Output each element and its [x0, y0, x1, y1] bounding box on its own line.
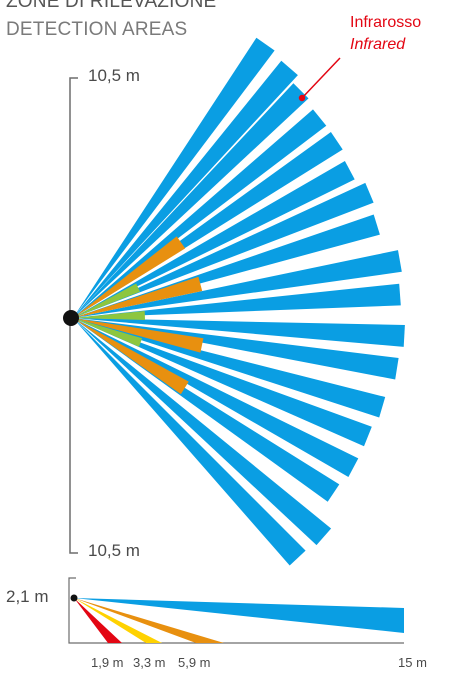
range-bottom-label: 10,5 m — [88, 541, 140, 560]
sensor-dot — [63, 310, 79, 326]
plan-view — [63, 37, 405, 566]
beam-long-range — [73, 318, 386, 418]
range-top-label: 10,5 m — [88, 66, 140, 85]
side-sensor-dot — [70, 594, 78, 602]
legend-pointer — [301, 57, 341, 99]
beam-long-range — [73, 283, 401, 318]
side-beam-15m — [74, 598, 404, 633]
beam-long-range — [73, 318, 372, 447]
beam-mid-range — [73, 276, 203, 318]
beam-long-range — [73, 250, 402, 318]
tick-15m: 15 m — [398, 655, 427, 670]
legend-label-english: Infrared — [350, 36, 406, 53]
beam-short-range — [73, 283, 140, 318]
beam-mid-range — [73, 318, 204, 353]
beam-long-range — [73, 214, 380, 318]
beam-group — [73, 37, 405, 566]
beam-long-range — [73, 182, 374, 318]
beam-long-range — [73, 318, 306, 566]
beam-long-range — [73, 60, 298, 319]
beam-mid-range — [73, 236, 186, 318]
beam-long-range — [73, 37, 275, 318]
beam-short-range — [73, 318, 143, 347]
height-label: 2,1 m — [6, 587, 49, 606]
beam-long-range — [73, 161, 355, 318]
side-beam-5-9m — [74, 598, 224, 643]
side-view — [68, 577, 404, 644]
title-italian: ZONE DI RILEVAZIONE — [6, 0, 217, 12]
side-beam-3-3m — [74, 598, 162, 643]
legend-pointer-dot — [298, 94, 306, 102]
beam-long-range — [73, 318, 332, 546]
beam-long-range — [73, 83, 309, 318]
beam-long-range — [73, 318, 405, 347]
tick-3-3m: 3,3 m — [133, 655, 166, 670]
legend-label-italian: Infrarosso — [350, 14, 422, 31]
tick-1-9m: 1,9 m — [91, 655, 124, 670]
tick-5-9m: 5,9 m — [178, 655, 211, 670]
side-axis — [68, 577, 404, 644]
beam-mid-range — [73, 318, 189, 395]
side-beam-1-9m — [74, 598, 122, 643]
title-english: DETECTION AREAS — [6, 19, 188, 40]
beam-long-range — [73, 109, 327, 319]
side-beam-group — [74, 598, 404, 643]
beam-short-range — [73, 311, 145, 320]
